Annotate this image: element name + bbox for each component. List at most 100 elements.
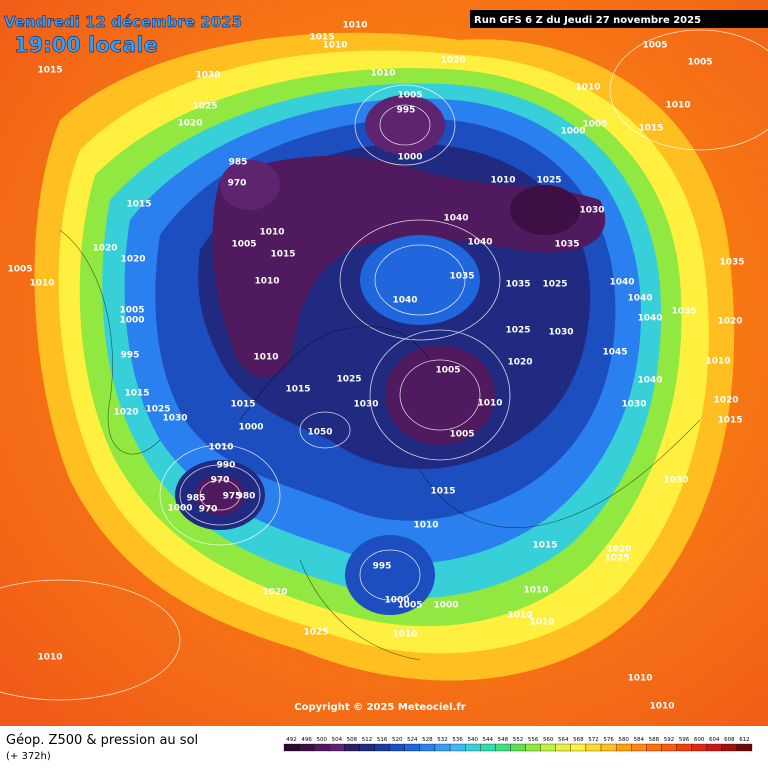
scale-label: 548: [498, 737, 509, 743]
scale-label: 524: [407, 737, 418, 743]
pressure-label: 1010: [477, 399, 502, 409]
pressure-label: 1040: [609, 278, 634, 288]
scale-swatch: [329, 743, 345, 752]
pressure-label: 1010: [208, 443, 233, 453]
pressure-label: 1010: [627, 674, 652, 684]
scale-swatch: [661, 743, 677, 752]
pressure-label: 1015: [638, 124, 663, 134]
scale-swatch: [419, 743, 436, 752]
scale-label: 540: [467, 737, 478, 743]
pressure-label: 1025: [505, 326, 530, 336]
scale-swatch: [374, 743, 390, 752]
pressure-label: 1030: [579, 206, 604, 216]
scale-label: 576: [603, 737, 614, 743]
pressure-label: 1010: [413, 521, 438, 531]
scale-swatch: [480, 743, 496, 752]
pressure-label: 1020: [606, 545, 631, 555]
pressure-label: 1000: [167, 504, 192, 514]
pressure-label: 1010: [253, 353, 278, 363]
pressure-label: 1020: [120, 255, 145, 265]
pressure-label: 1035: [554, 240, 579, 250]
pressure-label: 1025: [192, 102, 217, 112]
pressure-label: 1020: [440, 56, 465, 66]
pressure-label: 1030: [548, 328, 573, 338]
scale-label: 596: [679, 737, 690, 743]
pressure-label: 1020: [717, 317, 742, 327]
pressure-label: 1020: [177, 119, 202, 129]
scale-label: 536: [452, 737, 463, 743]
scale-label: 544: [483, 737, 494, 743]
pressure-label: 995: [397, 106, 416, 116]
pressure-label: 1040: [467, 238, 492, 248]
pressure-label: 1010: [575, 83, 600, 93]
pressure-label: 1010: [322, 41, 347, 51]
scale-label: 496: [301, 737, 312, 743]
time-label: 19:00 locale: [14, 33, 158, 57]
pressure-label: 1005: [397, 601, 422, 611]
scale-label: 564: [558, 737, 569, 743]
pressure-label: 1025: [542, 280, 567, 290]
pressure-label: 1045: [602, 348, 627, 358]
scale-swatch: [283, 743, 300, 752]
pressure-label: 1025: [604, 554, 629, 564]
isobars: [0, 29, 768, 701]
pressure-label: 1040: [627, 294, 652, 304]
scale-swatch: [298, 743, 315, 752]
scale-label: 492: [286, 737, 297, 743]
scale-swatch: [585, 743, 602, 752]
pressure-label: 1015: [285, 385, 310, 395]
pressure-label: 1040: [443, 214, 468, 224]
pressure-label: 1040: [392, 296, 417, 306]
pressure-label: 1025: [303, 628, 328, 638]
scale-swatch: [736, 743, 753, 752]
pressure-label: 1010: [529, 618, 554, 628]
pressure-label: 1010: [490, 176, 515, 186]
pressure-label: 1005: [231, 240, 256, 250]
scale-label: 588: [649, 737, 660, 743]
pressure-label: 1015: [230, 400, 255, 410]
pressure-label: 1030: [663, 476, 688, 486]
pressure-label: 1020: [113, 408, 138, 418]
pressure-label: 1010: [507, 611, 532, 621]
pressure-label: 1015: [124, 389, 149, 399]
pressure-label: 1035: [671, 307, 696, 317]
scale-swatch: [389, 743, 405, 752]
pressure-label: 1010: [649, 702, 674, 712]
pressure-label: 1035: [505, 280, 530, 290]
pressure-label: 970: [211, 476, 230, 486]
date-label: Vendredi 12 décembre 2025: [4, 13, 242, 31]
run-banner: [470, 10, 768, 28]
scale-swatch: [359, 743, 375, 752]
scale-label: 572: [588, 737, 599, 743]
pressure-label: 1030: [162, 414, 187, 424]
run-label: Run GFS 6 Z du Jeudi 27 novembre 2025: [474, 15, 701, 26]
pressure-label: 1020: [262, 588, 287, 598]
scale-swatch: [434, 743, 451, 752]
pressure-label: 1005: [687, 58, 712, 68]
copyright: Copyright © 2025 Meteociel.fr: [294, 702, 465, 713]
pressure-label: 1000: [119, 316, 144, 326]
pressure-label: 1030: [195, 71, 220, 81]
pressure-label: 985: [187, 494, 206, 504]
scale-label: 528: [422, 737, 433, 743]
pressure-label: 1015: [126, 200, 151, 210]
scale-label: 556: [528, 737, 539, 743]
pressure-label: 1010: [523, 586, 548, 596]
pressure-label: 1015: [37, 66, 62, 76]
scale-label: 580: [618, 737, 629, 743]
scale-label: 612: [739, 737, 750, 743]
scale-label: 508: [347, 737, 358, 743]
scale-label: 568: [573, 737, 584, 743]
scale-label: 608: [724, 737, 735, 743]
scale-swatch: [721, 743, 738, 752]
scale-swatch: [465, 743, 481, 752]
scale-label: 516: [377, 737, 388, 743]
pressure-label: 1005: [435, 366, 460, 376]
scale-swatch: [404, 743, 421, 752]
pressure-label: 1010: [37, 653, 62, 663]
scale-label: 532: [437, 737, 448, 743]
scale-swatch: [344, 743, 360, 752]
pressure-label: 995: [373, 562, 392, 572]
